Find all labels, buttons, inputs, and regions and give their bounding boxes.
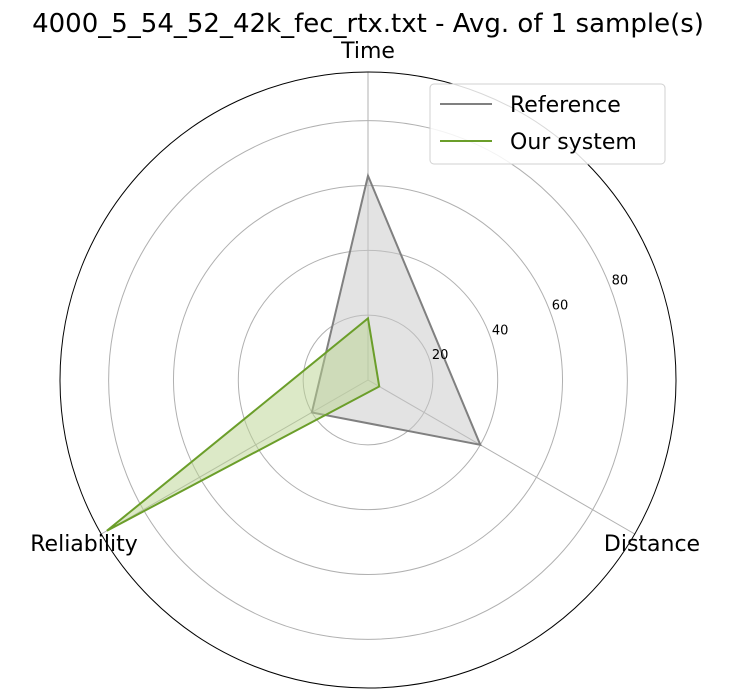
legend-label-our-system: Our system bbox=[510, 130, 637, 155]
axis-label-reliability: Reliability bbox=[30, 532, 138, 557]
tick-label-80: 80 bbox=[612, 274, 629, 289]
legend-label-reference: Reference bbox=[510, 93, 621, 118]
tick-label-40: 40 bbox=[492, 323, 509, 338]
tick-label-20: 20 bbox=[432, 348, 449, 363]
axis-label-time: Time bbox=[340, 39, 395, 64]
series-line-reference bbox=[310, 172, 482, 447]
series-line-our-system bbox=[106, 316, 381, 532]
outer-frame bbox=[59, 71, 677, 689]
radial-tick-labels: 20 40 60 80 bbox=[432, 274, 628, 363]
series-fill-our-system bbox=[106, 318, 380, 531]
chart-title: 4000_5_54_52_42k_fec_rtx.txt - Avg. of 1… bbox=[32, 9, 704, 39]
tick-label-60: 60 bbox=[552, 299, 569, 314]
radar-series bbox=[106, 172, 482, 532]
axis-label-distance: Distance bbox=[604, 532, 700, 557]
legend: Reference Our system bbox=[429, 83, 666, 165]
